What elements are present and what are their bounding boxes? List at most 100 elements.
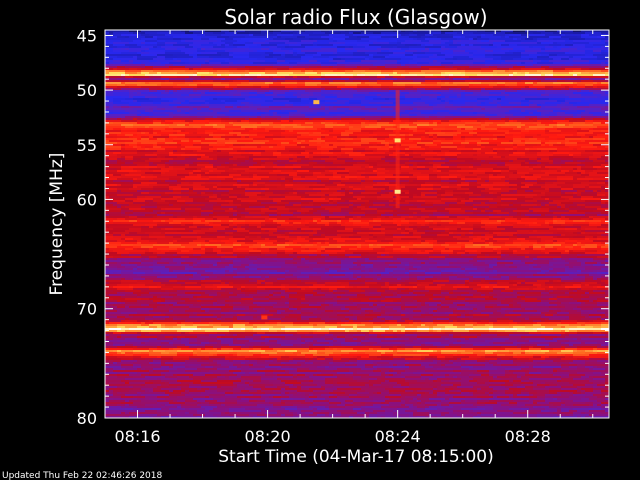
heatmap-cell xyxy=(133,62,142,65)
heatmap-cell xyxy=(181,104,198,107)
heatmap-cell xyxy=(565,44,574,47)
heatmap-cell xyxy=(297,84,306,87)
heatmap-cell xyxy=(497,38,514,41)
heatmap-cell xyxy=(249,172,258,175)
heatmap-cell xyxy=(577,36,582,39)
heatmap-cell xyxy=(473,110,490,113)
heatmap-cell xyxy=(113,136,118,139)
heatmap-cell xyxy=(557,74,574,77)
heatmap-cell xyxy=(309,60,318,63)
heatmap-cell xyxy=(317,78,326,81)
heatmap-cell xyxy=(117,168,122,171)
heatmap-cell xyxy=(205,30,222,33)
heatmap-cell xyxy=(141,142,158,145)
heatmap-cell xyxy=(313,94,322,97)
heatmap-cell xyxy=(541,158,550,161)
heatmap-cell xyxy=(517,44,534,47)
heatmap-cell xyxy=(469,76,486,79)
heatmap-cell xyxy=(409,130,414,133)
heatmap-cell xyxy=(241,166,250,169)
heatmap-cell xyxy=(597,56,606,59)
heatmap-cell xyxy=(525,162,530,165)
heatmap-cell xyxy=(149,72,158,75)
heatmap-cell xyxy=(417,124,430,127)
heatmap-cell xyxy=(425,34,434,37)
heatmap-cell xyxy=(185,152,202,155)
heatmap-cell xyxy=(293,72,306,75)
heatmap-cell xyxy=(117,154,134,157)
heatmap-cell xyxy=(381,50,390,53)
heatmap-cell xyxy=(313,48,318,51)
heatmap-cell xyxy=(469,132,478,135)
heatmap-cell xyxy=(145,94,154,97)
heatmap-cell xyxy=(245,132,258,135)
heatmap-cell xyxy=(521,88,538,91)
heatmap-cell xyxy=(361,130,374,133)
heatmap-cell xyxy=(565,98,570,101)
heatmap-cell xyxy=(393,146,398,149)
heatmap-cell xyxy=(489,156,494,159)
heatmap-cell xyxy=(141,116,150,119)
heatmap-cell xyxy=(437,76,446,79)
heatmap-cell xyxy=(177,102,182,105)
heatmap-cell xyxy=(257,146,262,149)
heatmap-cell xyxy=(165,42,178,45)
heatmap-cell xyxy=(409,118,418,121)
heatmap-cell xyxy=(337,54,354,57)
heatmap-cell xyxy=(209,64,214,67)
heatmap-cell xyxy=(373,108,378,111)
heatmap-cell xyxy=(485,172,502,175)
heatmap-cell xyxy=(581,96,598,99)
heatmap-cell xyxy=(209,90,226,93)
heatmap-cell xyxy=(117,66,126,69)
heatmap-cell xyxy=(553,168,558,171)
heatmap-cell xyxy=(249,40,266,43)
heatmap-cell xyxy=(273,92,286,95)
heatmap-cell xyxy=(573,158,586,161)
heatmap-cell xyxy=(357,110,370,113)
heatmap-cell xyxy=(409,68,426,71)
heatmap-cell xyxy=(457,170,470,173)
heatmap-cell xyxy=(349,100,362,103)
heatmap-cell xyxy=(365,126,382,129)
heatmap-cell xyxy=(513,146,518,149)
heatmap-cell xyxy=(353,120,370,123)
heatmap-cell xyxy=(521,130,530,133)
heatmap-cell xyxy=(409,132,426,135)
heatmap-cell xyxy=(301,94,314,97)
heatmap-cell xyxy=(229,136,242,139)
heatmap-cell xyxy=(173,138,182,141)
heatmap-cell xyxy=(453,118,458,121)
heatmap-cell xyxy=(365,168,378,171)
heatmap-cell xyxy=(329,68,334,71)
heatmap-cell xyxy=(225,74,230,77)
heatmap-cell xyxy=(289,158,294,161)
heatmap-cell xyxy=(405,98,418,101)
heatmap-cell xyxy=(137,44,146,47)
heatmap-cell xyxy=(529,104,538,107)
heatmap-cell xyxy=(301,140,306,143)
heatmap-cell xyxy=(385,158,398,161)
heatmap-cell xyxy=(241,92,250,95)
heatmap-cell xyxy=(149,140,166,143)
heatmap-cell xyxy=(201,156,210,159)
heatmap-cell xyxy=(265,34,278,37)
heatmap-cell xyxy=(381,142,390,145)
heatmap-cell xyxy=(513,104,518,107)
heatmap-cell xyxy=(449,80,458,83)
heatmap-cell xyxy=(169,88,182,91)
heatmap-cell xyxy=(153,136,170,139)
heatmap-cell xyxy=(197,130,206,133)
heatmap-cell xyxy=(501,138,514,141)
heatmap-cell xyxy=(329,30,346,33)
heatmap-cell xyxy=(549,40,566,43)
heatmap-cell xyxy=(145,114,154,117)
heatmap-cell xyxy=(417,62,430,65)
heatmap-cell xyxy=(397,42,402,45)
heatmap-cell xyxy=(597,126,610,129)
heatmap-cell xyxy=(517,76,530,79)
heatmap-cell xyxy=(161,92,170,95)
heatmap-cell xyxy=(245,156,250,159)
heatmap-cell xyxy=(205,132,214,135)
heatmap-cell xyxy=(273,52,286,55)
